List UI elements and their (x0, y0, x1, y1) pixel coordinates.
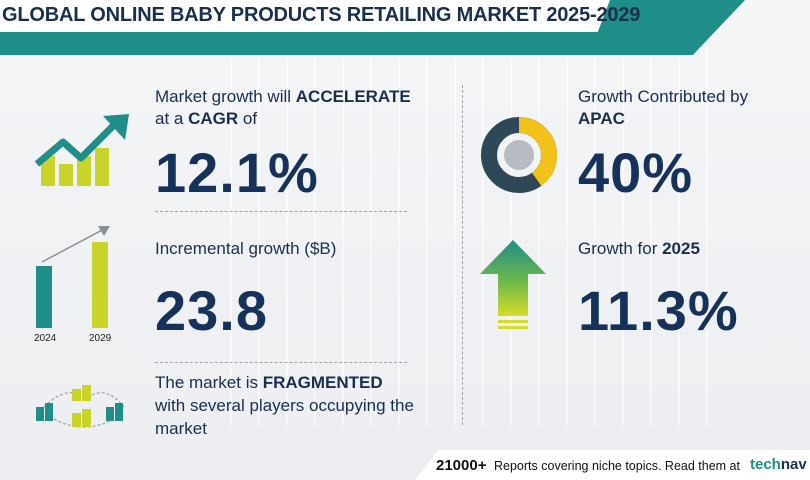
logo-part-2: nav (780, 456, 807, 473)
cagr-accelerate-emphasis: ACCELERATE (295, 87, 411, 106)
cagr-value: 12.1% (155, 141, 319, 204)
footer-report-count: 21000+ (436, 457, 487, 474)
company-buildings-icon (36, 385, 125, 428)
year-label-2024: 2024 (34, 333, 57, 344)
yoy-label: Growth for 2025 (578, 238, 700, 260)
header-title-band (0, 0, 610, 32)
background-pattern (230, 45, 730, 425)
up-arrow-icon (480, 240, 546, 329)
incremental-label: Incremental growth ($B) (155, 239, 337, 258)
page-title: GLOBAL ONLINE BABY PRODUCTS RETAILING MA… (2, 4, 641, 26)
region-value: 40% (578, 141, 694, 204)
yoy-value: 11.3% (578, 279, 739, 342)
region-label: Growth Contributed by (578, 87, 749, 106)
yoy-year: 2025 (662, 239, 700, 258)
year-label-2029: 2029 (89, 333, 112, 344)
fragmented-emphasis: FRAGMENTED (262, 373, 383, 392)
fragmented-line2: with several players occupying the (155, 396, 414, 415)
donut-apac-segment (518, 117, 557, 186)
fragmented-line3: market (155, 419, 207, 438)
logo-part-1: tech (750, 456, 781, 473)
cagr-emphasis: CAGR (188, 109, 239, 128)
divider-horizontal-1 (155, 211, 407, 212)
fragmented-line1-prefix: The market is (155, 373, 263, 392)
technavio-logo[interactable]: technav (750, 456, 807, 473)
cagr-line2-suffix: of (238, 109, 258, 128)
divider-vertical (462, 85, 463, 425)
region-name: APAC (578, 109, 625, 128)
footer-bar (415, 450, 810, 480)
cagr-line1: Market growth will ACCELERATE (155, 86, 411, 108)
fragmented-line1: The market is FRAGMENTED (155, 372, 383, 394)
footer-text: Reports covering niche topics. Read them… (494, 459, 740, 473)
growth-chart-arrow-icon (34, 114, 129, 186)
cagr-line1-prefix: Market growth will (155, 87, 296, 106)
yoy-label-prefix: Growth for (578, 239, 663, 258)
cagr-line2: at a CAGR of (155, 108, 257, 130)
incremental-value: 23.8 (155, 279, 268, 342)
cagr-line2-prefix: at a (155, 109, 189, 128)
divider-horizontal-2 (155, 362, 407, 363)
donut-chart-icon (481, 117, 557, 193)
bar-comparison-icon: 2024 2029 (34, 226, 112, 344)
